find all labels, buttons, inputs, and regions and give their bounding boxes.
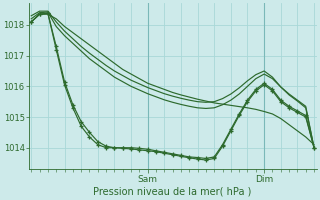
X-axis label: Pression niveau de la mer( hPa ): Pression niveau de la mer( hPa ) [93, 187, 252, 197]
